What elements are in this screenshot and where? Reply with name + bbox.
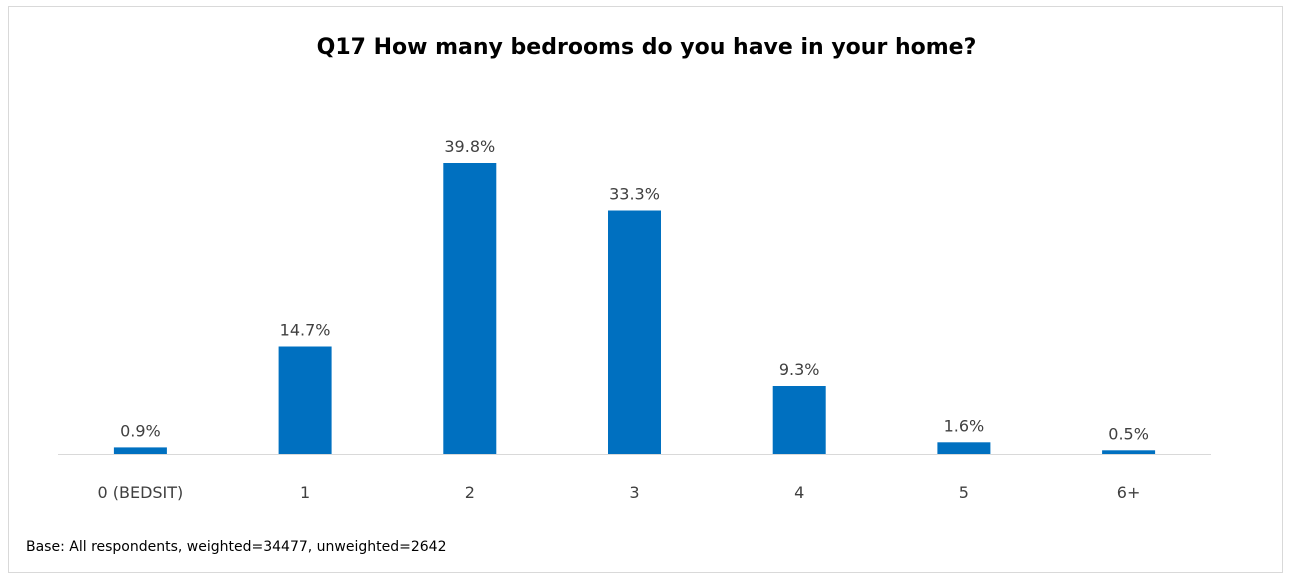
- bar-7: [1102, 450, 1156, 454]
- x-tick-label-4: 3: [629, 483, 639, 502]
- data-label-6: 1.6%: [944, 416, 985, 435]
- bar-1: [113, 447, 167, 454]
- data-label-7: 0.5%: [1108, 424, 1149, 443]
- data-label-4: 33.3%: [609, 185, 660, 204]
- data-labels-group: 0.9% 14.7% 39.8% 33.3% 9.3% 1.6% 0.5%: [120, 137, 1149, 443]
- bar-4: [608, 210, 661, 454]
- tick-labels-group: 0 (BEDSIT) 1 2 3 4 5 6+: [97, 483, 1140, 502]
- data-label-5: 9.3%: [779, 360, 820, 379]
- data-label-1: 0.9%: [120, 421, 161, 440]
- data-label-3: 39.8%: [444, 137, 495, 156]
- x-tick-label-5: 4: [794, 483, 804, 502]
- bars-group: [113, 163, 1156, 454]
- base-footnote: Base: All respondents, weighted=34477, u…: [26, 539, 447, 555]
- x-tick-label-1: 0 (BEDSIT): [97, 483, 183, 502]
- bar-2: [278, 346, 332, 454]
- data-label-2: 14.7%: [280, 321, 331, 340]
- x-tick-label-2: 1: [300, 483, 310, 502]
- bar-3: [443, 163, 497, 454]
- bar-5: [772, 386, 826, 454]
- x-tick-label-6: 5: [959, 483, 969, 502]
- x-tick-label-3: 2: [465, 483, 475, 502]
- bar-6: [937, 442, 991, 454]
- chart-title: Q17 How many bedrooms do you have in you…: [316, 35, 977, 60]
- x-tick-label-7: 6+: [1117, 483, 1141, 502]
